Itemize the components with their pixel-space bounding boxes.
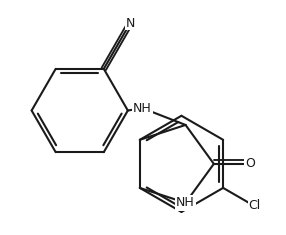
Text: NH: NH [133,102,152,115]
Text: N: N [126,16,135,30]
Text: O: O [245,157,255,170]
Text: NH: NH [176,196,195,209]
Text: Cl: Cl [248,200,261,212]
